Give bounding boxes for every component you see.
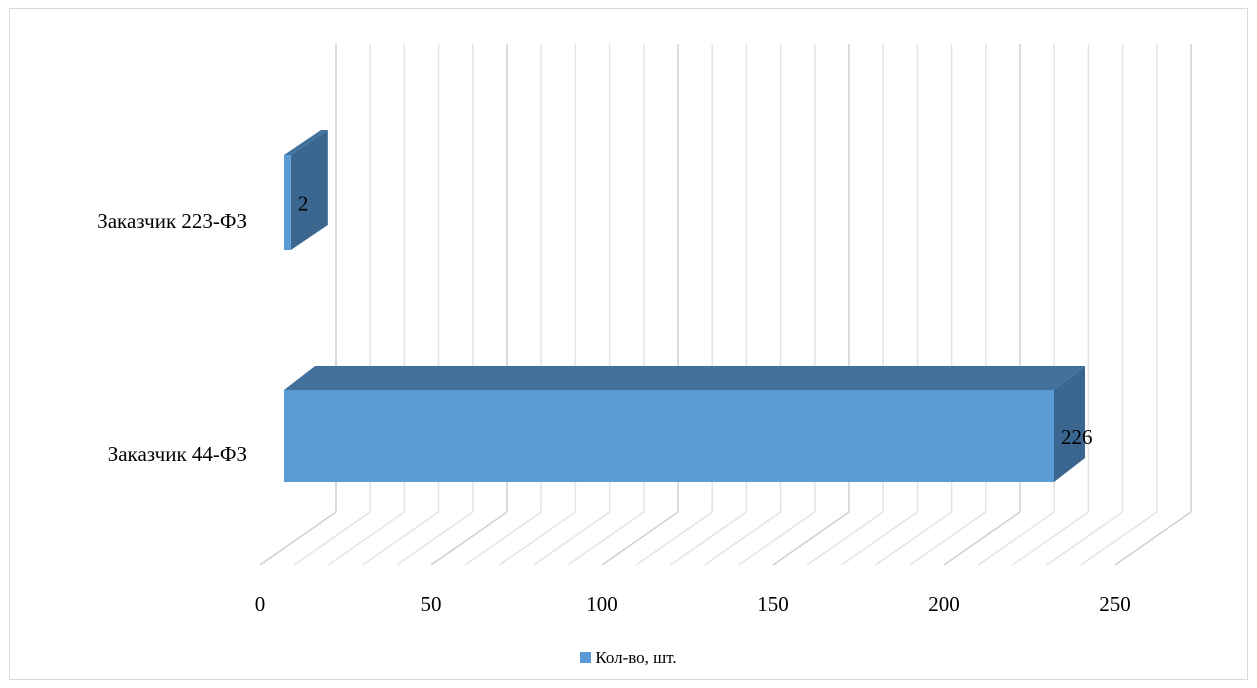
floor-gridline [738, 511, 816, 566]
floor-gridline [909, 511, 987, 566]
grid-lines [259, 44, 1192, 566]
x-tick-label: 0 [255, 592, 266, 616]
floor-gridline [635, 511, 713, 566]
x-tick-label: 200 [928, 592, 960, 616]
floor-gridline [977, 511, 1055, 566]
floor-gridline [1046, 511, 1124, 566]
category-label: Заказчик 223-ФЗ [97, 209, 247, 233]
data-label: 226 [1061, 425, 1093, 449]
legend: Кол-во, шт. [0, 648, 1257, 668]
x-tick-label: 100 [586, 592, 618, 616]
floor-gridline [567, 511, 645, 566]
bar [284, 390, 1054, 482]
x-tick-label: 250 [1099, 592, 1131, 616]
floor-gridline [1011, 511, 1089, 566]
floor-gridline [430, 511, 508, 566]
bar [284, 155, 291, 250]
floor-gridline [498, 511, 576, 566]
floor-gridline [840, 511, 918, 566]
labels: 0 50 100 150 200 250 2 Заказчик 223-ФЗ 226 Заказч… [97, 192, 1131, 617]
legend-swatch [580, 652, 592, 663]
floor-gridline [704, 511, 782, 566]
floor-gridline [806, 511, 884, 566]
category-label: Заказчик 44-ФЗ [108, 442, 247, 466]
data-label: 2 [298, 192, 309, 216]
bars [284, 130, 1085, 482]
floor-gridline [327, 511, 405, 566]
floor-gridline [601, 511, 679, 566]
bar-top [284, 130, 328, 155]
floor-gridline [943, 511, 1021, 566]
x-tick-label: 150 [757, 592, 789, 616]
floor-gridline [362, 511, 440, 566]
floor-gridline [875, 511, 953, 566]
floor-gridline [669, 511, 747, 566]
floor-gridline [259, 511, 337, 566]
chart-frame [9, 8, 1248, 680]
floor-gridline [464, 511, 542, 566]
bar-top [284, 366, 1085, 390]
floor-gridline [1114, 511, 1192, 566]
floor-gridline [1080, 511, 1158, 566]
floor-gridline [772, 511, 850, 566]
floor-gridline [293, 511, 371, 566]
floor-gridline [533, 511, 611, 566]
x-tick-label: 50 [421, 592, 442, 616]
bar-side [290, 130, 328, 250]
floor-gridline [396, 511, 474, 566]
legend-label: Кол-во, шт. [595, 648, 677, 667]
bar-side [1054, 366, 1085, 482]
